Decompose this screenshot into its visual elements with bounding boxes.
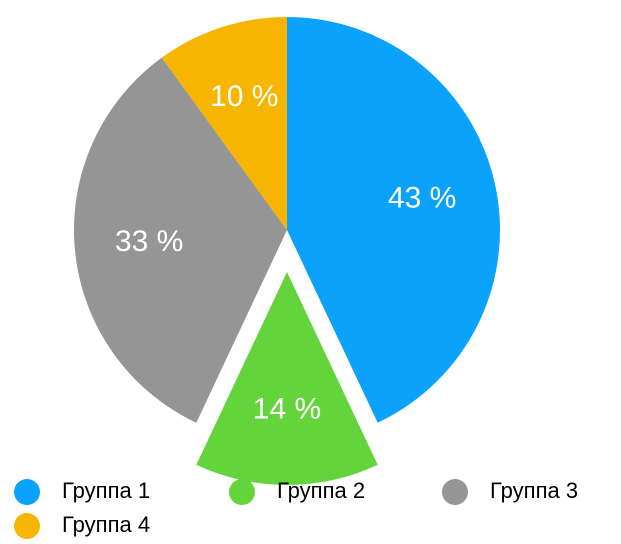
pie-slice <box>196 272 378 485</box>
legend-swatch <box>442 479 468 505</box>
pie-slice <box>161 17 287 230</box>
legend-label: Группа 1 <box>62 478 150 503</box>
legend-swatch <box>229 479 255 505</box>
legend-swatch <box>14 479 40 505</box>
legend-swatch <box>14 513 40 539</box>
slice-label: 33 % <box>115 225 183 258</box>
legend-label: Группа 2 <box>277 478 365 503</box>
legend-label: Группа 4 <box>62 512 150 537</box>
slice-label: 10 % <box>210 80 278 113</box>
slice-label: 14 % <box>253 392 321 425</box>
slice-label: 43 % <box>388 182 456 215</box>
pie-slice <box>73 57 287 423</box>
pie-slice <box>287 17 500 423</box>
legend-label: Группа 3 <box>490 478 578 503</box>
